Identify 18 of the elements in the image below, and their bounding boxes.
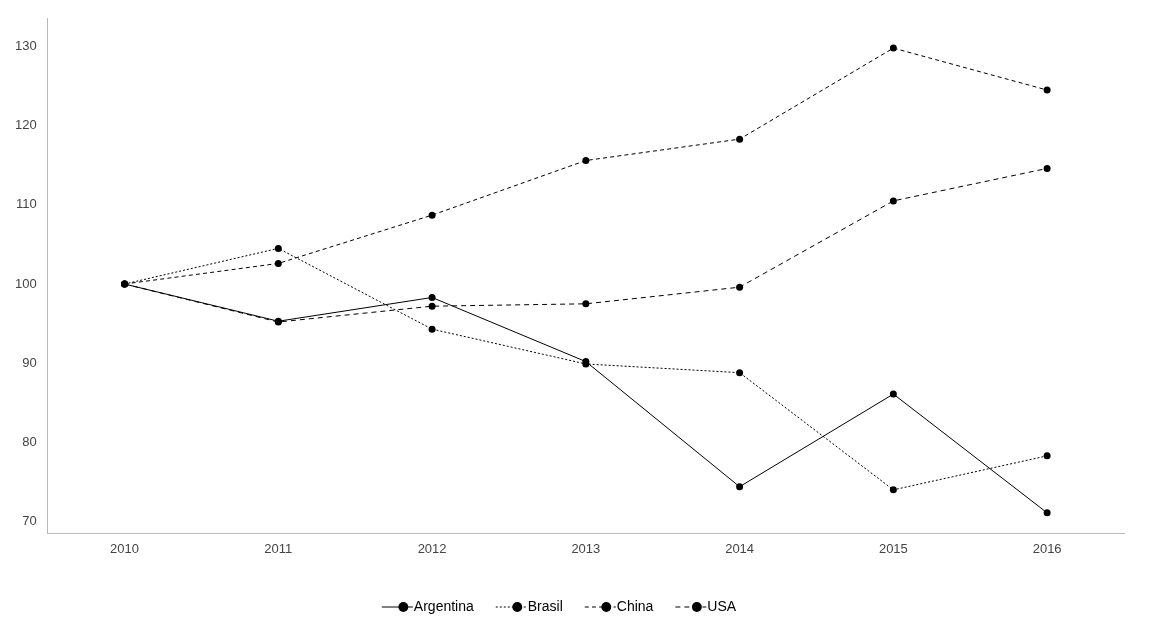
x-tick-label: 2015 — [878, 540, 908, 556]
y-tick-label: 110 — [15, 196, 37, 212]
legend-label: China — [616, 597, 654, 614]
legend-label: USA — [707, 597, 737, 614]
x-tick-label: 2013 — [571, 540, 601, 556]
y-tick-label: 120 — [14, 117, 37, 133]
y-tick-label: 100 — [14, 275, 37, 291]
legend-label: Argentina — [413, 597, 474, 614]
y-tick-label: 80 — [22, 433, 37, 449]
y-tick-label: 70 — [22, 513, 37, 529]
legend-label: Brasil — [527, 597, 563, 614]
x-tick-label: 2012 — [417, 540, 447, 556]
x-tick-label: 2016 — [1032, 540, 1062, 556]
x-tick-label: 2011 — [264, 540, 293, 556]
y-tick-label: 90 — [22, 354, 37, 370]
y-tick-label: 130 — [14, 38, 37, 54]
x-tick-label: 2014 — [725, 540, 755, 556]
x-tick-label: 2010 — [110, 540, 140, 556]
